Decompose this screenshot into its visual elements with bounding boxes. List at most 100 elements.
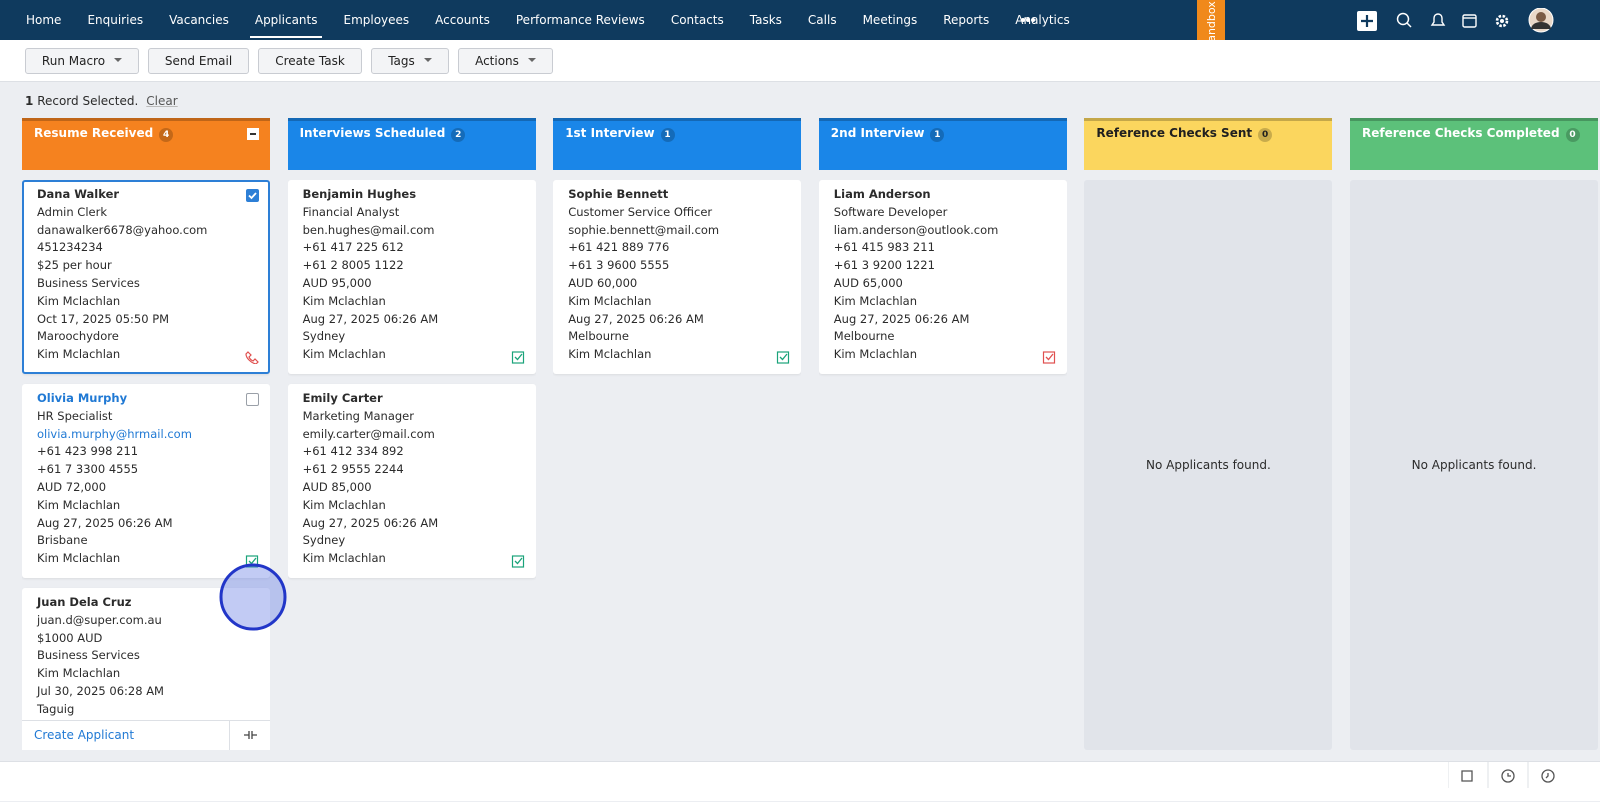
empty-column: No Applicants found.	[1084, 180, 1333, 750]
sandbox-label: Sandbox	[1205, 1, 1218, 49]
select-checkbox[interactable]	[246, 189, 259, 202]
card-field: AUD 60,000	[568, 275, 638, 290]
bottom-bar	[0, 761, 1600, 801]
card-field: +61 3 9600 5555	[568, 258, 670, 273]
toolbar-button[interactable]: Create Task	[258, 48, 362, 74]
applicant-name[interactable]: Sophie Bennett	[568, 187, 669, 201]
task-green-icon[interactable]	[511, 554, 525, 568]
applicant-card[interactable]: Emily Carter Marketing Manager emily.carte…	[287, 383, 536, 578]
card-field: Aug 27, 2025 06:26 AM	[833, 311, 970, 326]
nav-item[interactable]: Accounts	[435, 13, 490, 27]
card-field: $1000 AUD	[37, 630, 103, 645]
task-green-icon[interactable]	[245, 554, 259, 568]
card-field: Kim Mclachlan	[302, 293, 386, 308]
card-field: Kim Mclachlan	[302, 497, 386, 512]
card-field: juan.d@super.com.au	[37, 612, 162, 627]
nav-item[interactable]: Tasks	[749, 13, 782, 27]
compact-toggle[interactable]	[229, 721, 270, 750]
nav-item[interactable]: Vacancies	[169, 13, 229, 27]
more-icon[interactable]	[1020, 15, 1036, 25]
nav-item[interactable]: Home	[26, 13, 62, 27]
nav-item[interactable]: Enquiries	[87, 13, 144, 27]
empty-message: No Applicants found.	[1411, 458, 1537, 472]
nav-item[interactable]: Applicants	[249, 0, 323, 40]
card-field: Kim Mclachlan	[37, 719, 255, 721]
collapse-toggle[interactable]	[247, 128, 259, 140]
card-field: Kim Mclachlan	[37, 551, 121, 566]
empty-column: No Applicants found.	[1350, 180, 1598, 750]
column-header: Reference Checks Completed 0	[1350, 118, 1598, 170]
applicant-card[interactable]: Sophie Bennett Customer Service Officer so…	[553, 180, 802, 374]
card-field: Aug 27, 2025 06:26 AM	[37, 515, 173, 530]
card-field: Maroochydore	[37, 329, 119, 344]
nav-item[interactable]: Calls	[807, 13, 837, 27]
nav-item[interactable]: Reports	[943, 13, 990, 27]
card-field: Sydney	[302, 329, 346, 344]
card-field: Kim Mclachlan	[568, 347, 652, 362]
nav-item[interactable]: Analytics	[1015, 13, 1070, 27]
button-label: Create Task	[275, 54, 345, 68]
nav-item[interactable]: Contacts	[670, 13, 724, 27]
kanban-column: Reference Checks Completed 0 No Applicants…	[1350, 118, 1598, 750]
card-field: +61 412 334 892	[302, 444, 404, 459]
card-field: liam.anderson@outlook.com	[833, 222, 999, 237]
button-label: Send Email	[164, 54, 233, 68]
toolbar-button[interactable]: Tags	[371, 48, 449, 74]
column-title: 1st Interview	[565, 126, 655, 140]
select-checkbox[interactable]	[246, 392, 259, 406]
column-count: 1	[930, 128, 945, 142]
create-applicant-link[interactable]: Create Applicant	[34, 728, 135, 742]
selected-text: Record Selected.	[37, 94, 139, 108]
column-title: Resume Received	[34, 126, 154, 140]
card-field: +61 2 9555 2244	[302, 462, 404, 477]
selected-count: 1	[25, 94, 34, 108]
applicant-card[interactable]: Juan Dela Cruz juan.d@super.com.au $1000 A…	[22, 587, 270, 721]
card-field: Aug 27, 2025 06:26 AM	[302, 515, 439, 530]
phone-icon[interactable]	[245, 350, 259, 364]
applicant-name[interactable]: Olivia Murphy	[37, 390, 128, 405]
card-field: emily.carter@mail.com	[302, 426, 435, 441]
card-field: Aug 27, 2025 06:26 AM	[302, 311, 439, 326]
column-header: 1st Interview 1	[553, 118, 802, 170]
card-field: AUD 72,000	[37, 479, 107, 494]
task-green-icon[interactable]	[511, 350, 525, 364]
dropdown-caret	[527, 58, 536, 66]
clear-link[interactable]: Clear	[146, 94, 178, 108]
task-red-icon[interactable]	[1042, 350, 1056, 364]
nav-item[interactable]: Meetings	[862, 13, 918, 27]
task-green-icon[interactable]	[776, 350, 790, 364]
applicant-name[interactable]: Dana Walker	[37, 187, 120, 201]
nav-item[interactable]: Employees	[343, 13, 410, 27]
applicant-name[interactable]: Juan Dela Cruz	[37, 594, 132, 609]
header-icons[interactable]	[1355, 8, 1575, 34]
toolbar-button[interactable]: Actions	[458, 48, 553, 74]
card-field: Taguig	[37, 701, 75, 716]
toolbar-button[interactable]: Send Email	[148, 48, 249, 74]
column-count: 1	[660, 128, 675, 142]
toolbar: Run Macro Send Email Create Task Tags Action…	[0, 40, 1600, 82]
card-field: Business Services	[37, 275, 140, 290]
applicant-name[interactable]: Emily Carter	[302, 390, 383, 405]
card-field: Kim Mclachlan	[37, 347, 121, 362]
applicant-card[interactable]: Benjamin Hughes Financial Analyst ben.hugh…	[287, 180, 536, 374]
toolbar-button[interactable]: Run Macro	[25, 48, 139, 74]
applicant-card[interactable]: Dana Walker Admin Clerk danawalker6678@yah…	[22, 180, 270, 374]
card-field: AUD 85,000	[302, 479, 372, 494]
applicant-name[interactable]: Liam Anderson	[833, 187, 931, 201]
card-field: 451234234	[37, 240, 103, 255]
card-field: Marketing Manager	[302, 408, 414, 423]
applicant-card[interactable]: Olivia Murphy HR Specialist olivia.murphy@…	[22, 383, 270, 578]
column-count: 4	[159, 128, 174, 142]
applicant-name[interactable]: Benjamin Hughes	[302, 187, 417, 201]
bottom-icons[interactable]	[1448, 762, 1600, 802]
card-list: Benjamin Hughes Financial Analyst ben.hugh…	[287, 180, 536, 780]
kanban-column: 1st Interview 1 Sophie Bennett Customer Ser…	[553, 118, 802, 374]
column-count: 0	[1258, 128, 1273, 142]
column-header: 2nd Interview 1	[818, 118, 1067, 170]
applicant-card[interactable]: Liam Anderson Software Developer liam.ande…	[818, 180, 1067, 374]
card-field: +61 421 889 776	[568, 240, 670, 255]
card-field: Admin Clerk	[37, 204, 107, 219]
nav-item[interactable]: Performance Reviews	[515, 13, 645, 27]
kanban-column: Reference Checks Sent 0 No Applicants foun…	[1084, 118, 1333, 750]
cursor-highlight	[219, 563, 287, 631]
